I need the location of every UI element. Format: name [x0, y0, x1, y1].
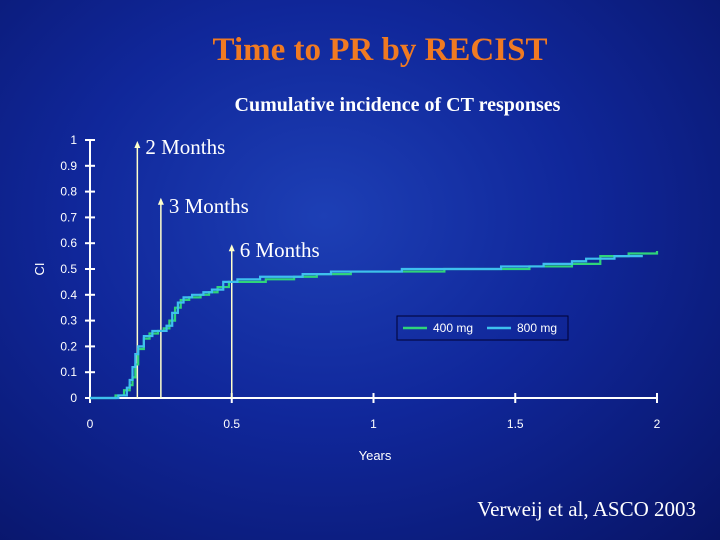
y-tick-label: 0.2	[60, 339, 77, 353]
y-tick-label: 0.5	[60, 262, 77, 276]
y-tick-label: 0	[70, 391, 77, 405]
x-tick-label: 1.5	[507, 417, 524, 431]
series-line-400-mg	[90, 250, 659, 400]
annotation-arrow	[157, 197, 164, 205]
annotation-label: 2 Months	[145, 135, 225, 159]
legend: 400 mg 800 mg	[396, 315, 569, 341]
annotations: 2 Months 3 Months 6 Months	[134, 135, 320, 398]
series-lines	[90, 250, 659, 400]
legend-box	[396, 315, 569, 341]
y-tick-label: 0.3	[60, 314, 77, 328]
citation: Verweij et al, ASCO 2003	[477, 497, 696, 521]
y-tick-label: 0.4	[60, 288, 77, 302]
series-line-800-mg	[90, 255, 643, 400]
axes: 0 0.1 0.2 0.3 0.4 0.5 0.6 0.7 0.8 0.9 1 0 0.5 1 1.5 2 Ye…	[32, 133, 661, 463]
y-tick-label: 0.7	[60, 210, 77, 224]
y-tick-label: 0.9	[60, 159, 77, 173]
x-tick-label: 2	[654, 417, 661, 431]
x-tick-label: 0	[87, 417, 94, 431]
y-tick-label: 0.6	[60, 236, 77, 250]
x-axis-title: Years	[359, 448, 392, 463]
y-tick-label: 1	[70, 133, 77, 147]
annotation-arrow	[228, 244, 235, 252]
annotation-label: 3 Months	[169, 194, 249, 218]
x-tick-label: 0.5	[223, 417, 240, 431]
legend-label: 800 mg	[517, 321, 557, 335]
annotation-label: 6 Months	[240, 238, 320, 262]
slide-title: Time to PR by RECIST	[212, 32, 548, 68]
annotation-arrow	[134, 141, 141, 148]
y-tick-label: 0.1	[60, 365, 77, 379]
legend-label: 400 mg	[433, 321, 473, 335]
y-tick-label: 0.8	[60, 185, 77, 199]
x-tick-label: 1	[370, 417, 377, 431]
y-axis-title: CI	[32, 263, 47, 276]
chart-title: Cumulative incidence of CT responses	[234, 94, 561, 116]
